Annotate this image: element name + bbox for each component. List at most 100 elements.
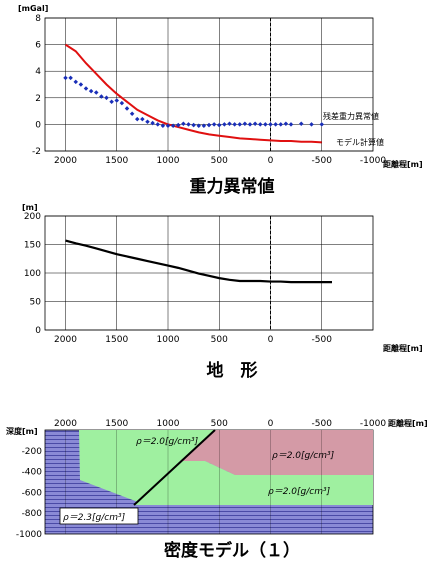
- gravity-y-tick-label: 4: [35, 67, 41, 77]
- residual-point: [160, 123, 166, 128]
- residual-point: [211, 122, 217, 127]
- gravity-title: 重力異常値: [190, 176, 275, 197]
- layer-label-green-right: ρ＝2.0[g/cm³]: [268, 487, 331, 497]
- terrain-x-ticks: 2000 1500 1000 500 0 -500: [54, 335, 332, 345]
- terrain-y-unit: [m]: [22, 203, 38, 212]
- residual-point: [140, 116, 145, 122]
- gravity-y-unit: [mGal]: [18, 4, 48, 13]
- residual-point: [237, 122, 243, 127]
- gravity-x-label: 距離程[m]: [383, 159, 423, 169]
- layer-label-blue: ρ＝2.3[g/cm³]: [63, 513, 126, 523]
- fault-line: [133, 429, 216, 506]
- density-x-label: 距離程[m]: [388, 418, 428, 428]
- residual-point: [68, 75, 73, 81]
- density-model: 2000 1500 1000 500 0 -500 -1000 距離程[m] 深度[m] -…: [6, 418, 428, 561]
- density-y-tick-label: -600: [22, 488, 43, 498]
- residual-point: [129, 111, 135, 117]
- layer-pink: [180, 430, 373, 475]
- residual-point: [99, 94, 104, 99]
- residual-point: [263, 122, 268, 127]
- density-x-ticks: 2000 1500 1000 500 0 -500 -1000: [54, 419, 386, 429]
- gravity-x-ticks: 2000 1500 1000 500 0 -500 -1000: [54, 156, 386, 166]
- residual-point: [252, 121, 258, 126]
- terrain-y-tick-label: 150: [24, 241, 41, 251]
- residual-point: [216, 122, 222, 128]
- residual-point: [196, 123, 202, 128]
- residual-point: [309, 122, 314, 127]
- density-x-tick-label: -500: [312, 419, 333, 429]
- residual-point: [273, 122, 278, 127]
- residual-point: [181, 121, 186, 126]
- residual-point: [155, 122, 161, 127]
- residual-point: [114, 98, 120, 103]
- terrain-y-tick-label: 100: [24, 269, 41, 279]
- terrain-line: [65, 239, 332, 284]
- legend-model: モデル計算値: [336, 137, 384, 147]
- terrain-x-tick-label: 0: [268, 335, 274, 345]
- gravity-x-tick-label: -1000: [360, 156, 386, 166]
- residual-point: [278, 122, 284, 127]
- residual-point: [222, 122, 227, 127]
- density-y-tick-label: -400: [22, 468, 43, 478]
- terrain-title: 地 形: [207, 360, 258, 381]
- gravity-y-tick-label: -2: [32, 147, 41, 157]
- residual-point: [227, 121, 232, 126]
- residual-point: [119, 100, 125, 106]
- gravity-x-tick-label: 2000: [54, 156, 77, 166]
- terrain-series: [65, 239, 332, 284]
- density-x-tick-label: 1000: [157, 419, 180, 429]
- terrain-y-tick-label: 200: [24, 212, 41, 222]
- gravity-chart: [mGal] 8 6 4 2 0 -2 2000 1500 1000 500 0 -500 -1000…: [18, 4, 423, 197]
- residual-point: [109, 99, 114, 105]
- residual-point: [88, 88, 94, 94]
- density-x-tick-label: 2000: [54, 419, 77, 429]
- residual-point: [124, 106, 130, 111]
- gravity-x-tick-label: 1000: [157, 156, 180, 166]
- residual-point: [206, 122, 212, 128]
- residual-point: [73, 79, 79, 85]
- gravity-grid: [44, 17, 374, 152]
- residual-point: [150, 120, 155, 126]
- residual-point: [247, 122, 253, 127]
- residual-point: [78, 82, 84, 87]
- residual-point: [191, 122, 196, 128]
- gravity-y-tick-label: 2: [35, 94, 41, 104]
- gravity-y-tick-label: 6: [35, 41, 41, 51]
- terrain-x-tick-label: 2000: [54, 335, 77, 345]
- density-y-ticks: -200 -400 -600 -800 -1000: [16, 447, 42, 540]
- layer-label-green-left: ρ＝2.0[g/cm³]: [136, 437, 199, 447]
- residual-point: [288, 122, 294, 127]
- density-y-tick-label: -800: [22, 509, 43, 519]
- terrain-grid: [44, 215, 374, 331]
- legend-residual: 残差重力異常値: [323, 111, 379, 121]
- density-x-tick-label: 1500: [105, 419, 128, 429]
- gravity-x-tick-label: 0: [268, 156, 274, 166]
- density-x-tick-label: -1000: [360, 419, 386, 429]
- layer-green-right: [134, 461, 373, 505]
- density-title: 密度モデル（１）: [164, 540, 300, 561]
- gravity-y-tick-label: 8: [35, 14, 41, 24]
- density-x-tick-label: 0: [268, 419, 274, 429]
- density-y-unit: 深度[m]: [6, 426, 38, 436]
- terrain-y-tick-label: 50: [30, 298, 42, 308]
- residual-point: [104, 95, 109, 101]
- terrain-x-label: 距離程[m]: [383, 343, 423, 353]
- terrain-y-ticks: 200 150 100 50 0: [24, 212, 41, 336]
- terrain-x-tick-label: -500: [312, 335, 333, 345]
- residual-point: [257, 122, 263, 127]
- residual-point: [93, 90, 99, 95]
- model-series: [64, 43, 322, 144]
- residual-series: [63, 75, 325, 128]
- residual-point: [83, 86, 89, 91]
- residual-point: [186, 122, 191, 127]
- gravity-x-tick-label: 1500: [105, 156, 128, 166]
- density-y-tick-label: -1000: [16, 530, 42, 540]
- terrain-x-tick-label: 1000: [157, 335, 180, 345]
- terrain-x-tick-label: 1500: [105, 335, 128, 345]
- residual-point: [283, 121, 289, 126]
- residual-point: [232, 122, 237, 127]
- terrain-y-tick-label: 0: [35, 326, 41, 336]
- residual-point: [201, 123, 207, 128]
